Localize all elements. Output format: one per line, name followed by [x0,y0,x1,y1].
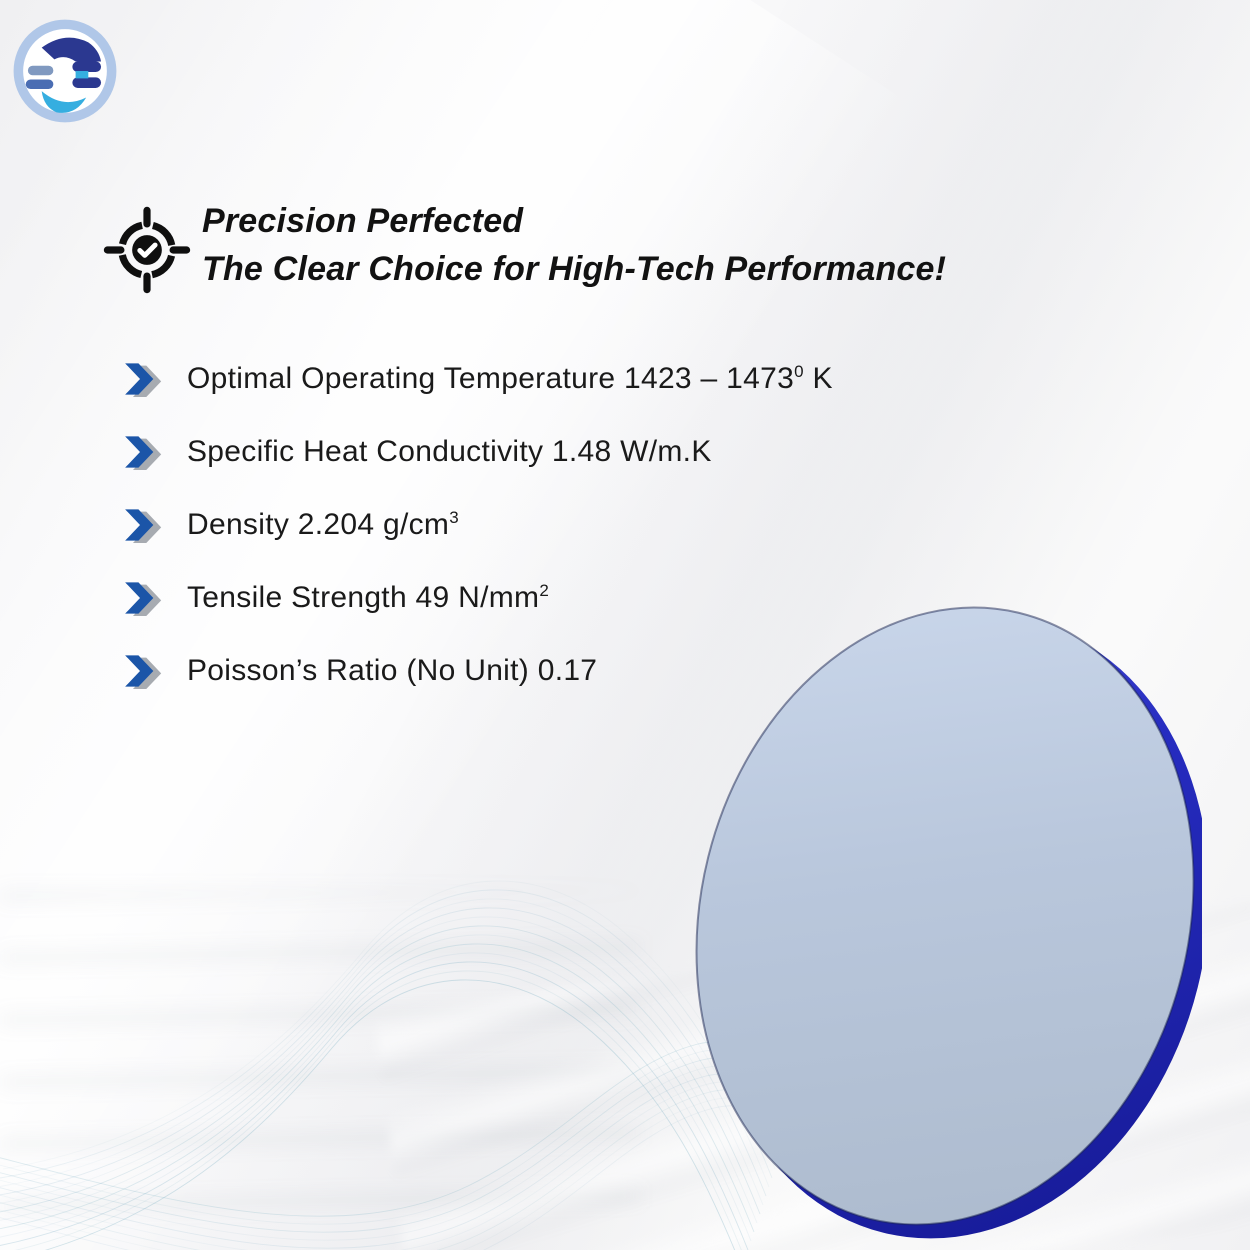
glass-disc-image [680,596,1202,1246]
spec-label-text: Specific Heat Conductivity 1.48 W/m.K [187,434,712,468]
spec-label-text: Density 2.204 g/cm [187,507,450,541]
headline-line2: The Clear Choice for High-Tech Performan… [202,250,947,288]
spec-label: Tensile Strength 49 N/mm2 [187,581,549,615]
headline-line1: Precision Perfected [202,202,524,240]
spec-item-heat-conductivity: Specific Heat Conductivity 1.48 W/m.K [122,415,833,488]
spec-label-sup: 2 [539,580,550,600]
double-chevron-right-icon [125,581,162,616]
spec-item-density: Density 2.204 g/cm3 [122,488,833,561]
headline-block: Precision Perfected The Clear Choice for… [102,198,946,302]
spec-item-temperature: Optimal Operating Temperature 1423 – 147… [122,342,833,415]
spec-item-tensile-strength: Tensile Strength 49 N/mm2 [122,561,833,634]
double-chevron-right-icon [125,654,162,689]
double-chevron-right-icon [125,508,162,543]
spec-label-sup: 0 [794,361,804,381]
spec-label-tail: K [803,361,833,395]
brand-logo [12,18,118,124]
spec-label-text: Optimal Operating Temperature 1423 – 147… [187,361,795,395]
spec-label-text: Poisson’s Ratio (No Unit) 0.17 [187,653,598,687]
glass-disc-face [695,606,1195,1226]
spec-label-sup: 3 [449,507,459,527]
spec-item-poissons-ratio: Poisson’s Ratio (No Unit) 0.17 [122,634,833,707]
double-chevron-right-icon [125,362,162,397]
spec-label-text: Tensile Strength 49 N/mm [187,580,540,614]
spec-label: Density 2.204 g/cm3 [187,508,459,542]
spec-label: Poisson’s Ratio (No Unit) 0.17 [187,654,597,688]
spec-list: Optimal Operating Temperature 1423 – 147… [122,342,833,707]
double-chevron-right-icon [125,435,162,470]
spec-label: Specific Heat Conductivity 1.48 W/m.K [187,435,712,469]
target-check-icon [102,198,192,302]
spec-label: Optimal Operating Temperature 1423 – 147… [187,362,833,396]
brand-globe-monogram-icon [13,19,117,123]
